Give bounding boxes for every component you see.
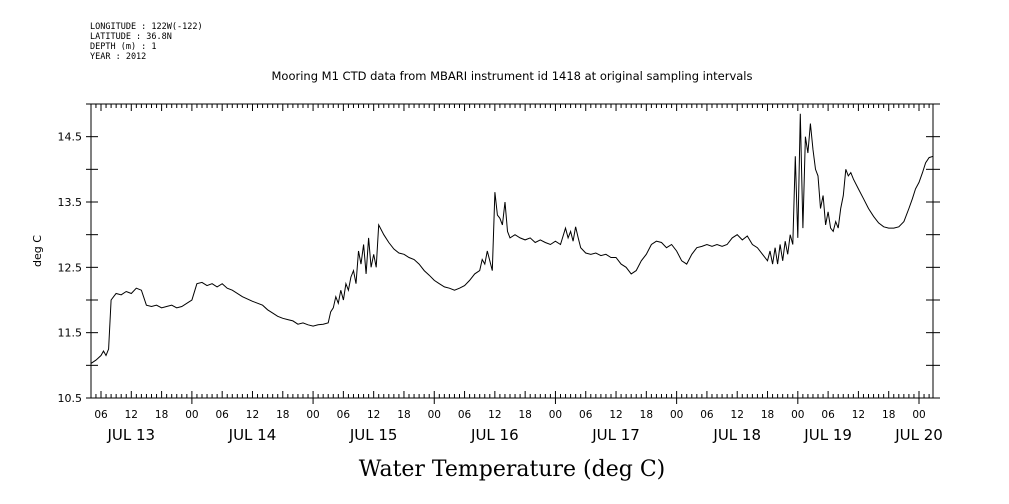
y-tick-label: 11.5 [58,327,83,340]
date-label: JUL 20 [894,426,943,444]
x-tick-label: 06 [337,409,351,421]
x-tick-label: 18 [882,409,895,421]
year-label: YEAR : 2012 [90,52,147,62]
x-tick-label: 12 [731,409,744,421]
x-tick-label: 00 [428,409,441,421]
longitude-label: LONGITUDE : 122W(-122) [90,22,203,32]
date-label: JUL 18 [712,426,761,444]
x-tick-label: 06 [700,409,714,421]
x-tick-label: 12 [246,409,259,421]
x-tick-label: 18 [397,409,410,421]
x-tick-label: 18 [276,409,289,421]
x-axis-label: Water Temperature (deg C) [359,457,666,482]
x-tick-label: 00 [549,409,562,421]
y-tick-label: 13.5 [58,196,83,209]
y-tick-label: 14.5 [58,131,83,144]
x-tick-label: 18 [761,409,774,421]
x-tick-label: 12 [367,409,380,421]
x-tick-label: 06 [215,409,229,421]
date-label: JUL 13 [106,426,155,444]
axes: 06 12 18 00 06 12 18 00 06 12 18 00 06 12 18 00 06 12 18 00… [58,103,943,444]
chart-title: Mooring M1 CTD data from MBARI instrumen… [272,69,753,83]
x-tick-label: 00 [912,409,925,421]
x-tick-label: 00 [306,409,319,421]
date-label: JUL 19 [803,426,852,444]
temperature-series-line [90,113,934,371]
y-tick-label: 12.5 [58,261,83,274]
x-tick-label: 18 [518,409,531,421]
latitude-label: LATITUDE : 36.8N [90,32,172,42]
x-tick-label: 06 [94,409,108,421]
y-axis-label: deg C [31,235,44,267]
x-tick-label: 12 [852,409,865,421]
metadata-block: LONGITUDE : 122W(-122) LATITUDE : 36.8N … [90,22,203,62]
x-tick-label: 06 [458,409,472,421]
depth-label: DEPTH (m) : 1 [90,42,157,52]
x-tick-label: 12 [488,409,501,421]
date-label: JUL 17 [591,426,640,444]
x-tick-label: 00 [185,409,198,421]
x-tick-label: 18 [155,409,168,421]
x-tick-label: 00 [670,409,683,421]
date-label: JUL 16 [470,426,519,444]
date-label: JUL 15 [349,426,398,444]
x-tick-label: 00 [791,409,804,421]
x-tick-label: 06 [579,409,593,421]
y-tick-label: 10.5 [58,392,83,405]
plot-frame [90,103,934,399]
x-tick-label: 18 [640,409,653,421]
x-tick-label: 06 [821,409,835,421]
x-tick-label: 12 [609,409,622,421]
x-tick-label: 12 [125,409,138,421]
date-label: JUL 14 [228,426,277,444]
